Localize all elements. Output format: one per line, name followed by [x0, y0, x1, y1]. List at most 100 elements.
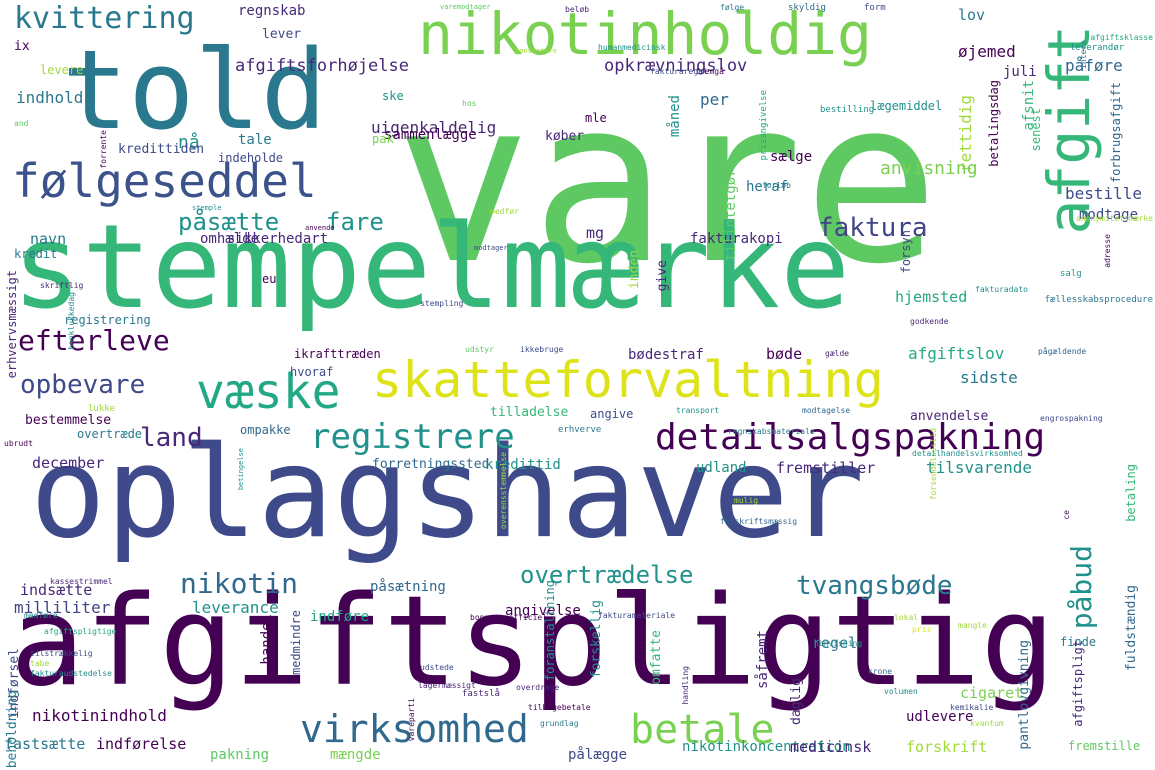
word: leverance [192, 598, 279, 617]
word: omhælde [200, 231, 260, 247]
word: transport [676, 406, 720, 415]
word: inden [627, 250, 642, 290]
word: tilladelse [490, 405, 569, 420]
word: indeholde [218, 151, 284, 165]
word: tilintetgøre [723, 160, 739, 262]
word: cigaret [960, 684, 1024, 702]
word: registrere [310, 417, 515, 457]
word: foranstaltning [543, 580, 557, 682]
word: oplagshaver [30, 419, 865, 566]
word: nikotin [180, 567, 299, 600]
word: grundlag [540, 719, 579, 728]
word: bestilling [820, 105, 875, 115]
word: salg [1060, 269, 1082, 279]
word: betaling [1124, 464, 1138, 522]
word: uigenkaldelig [371, 118, 497, 137]
word: regnskab [238, 3, 306, 19]
word: daglig [789, 678, 804, 725]
word: pålægge [568, 747, 628, 763]
word: ompakke [240, 423, 291, 437]
word: stempling [420, 299, 464, 308]
word: udlevere [906, 709, 974, 725]
word: modtagelse [802, 406, 851, 415]
word: juli [1003, 64, 1037, 80]
word: anonymitetsmærke [1075, 214, 1153, 223]
word: skriftlig [40, 281, 84, 290]
word: erhvervsmæssigt [5, 270, 19, 379]
word: ubrudt [4, 439, 33, 448]
word: leverandør [1070, 43, 1125, 53]
word: told [62, 26, 327, 154]
word: fuldstændig [1124, 585, 1139, 672]
word: per [700, 90, 729, 109]
word: omfatte [649, 630, 664, 685]
word: nikotinkoncentration [682, 739, 851, 755]
word: påbud [1065, 545, 1098, 630]
word: humanmedicinsk [598, 43, 666, 52]
word: overdrage [516, 683, 560, 692]
word: følge [720, 3, 745, 12]
word: levere [40, 63, 84, 77]
word: vareparti [407, 698, 416, 742]
word: tilbagebetale [528, 703, 591, 712]
word: tilstrækkelig [30, 649, 93, 658]
word: kvittering [14, 1, 195, 36]
word: vare [395, 51, 940, 314]
word: pantlovgivning [1017, 640, 1032, 750]
word: henvisning [814, 639, 863, 648]
word: ikkebruge [520, 345, 564, 354]
word: hos [462, 99, 477, 108]
word: faktura [818, 213, 928, 243]
word: handling [681, 666, 690, 705]
word: eu [262, 272, 277, 286]
word: ce [1062, 510, 1071, 520]
word: kemikalie [950, 703, 994, 712]
word: engrospakning [1040, 414, 1103, 423]
word: fakturadato [975, 285, 1028, 294]
word: afgiftslov [908, 344, 1005, 363]
word: bestemmelse [25, 413, 112, 428]
word: beløb [565, 5, 590, 14]
word: pris [912, 625, 932, 634]
word: fakturakopi [690, 231, 783, 247]
word: ikrafttræden [294, 347, 381, 361]
word: efterleve [18, 324, 170, 357]
word: adresse [1103, 234, 1112, 268]
word: beholdning [5, 689, 20, 768]
word: medfør [490, 207, 519, 216]
word: bøde [766, 345, 803, 363]
word: betalingsdag [987, 80, 1001, 167]
word: lever [262, 27, 302, 42]
word: angivelse [505, 603, 581, 619]
word: pakning [210, 747, 270, 763]
word: indhold [16, 88, 84, 107]
word: fastsætte [4, 735, 86, 753]
word: volumen [884, 687, 918, 696]
word: medicinsk [790, 738, 872, 756]
word: betingelse [237, 448, 245, 491]
word: handel [259, 614, 275, 665]
word: afgiftsforhøjelse [235, 56, 409, 76]
word: kassestrimmel [50, 577, 113, 586]
word: nikotinholdig [418, 0, 872, 68]
word: fakturaudstedelse [30, 669, 112, 678]
word: mængde [330, 747, 381, 763]
word: indførelse [96, 735, 187, 753]
word: påsætning [370, 579, 446, 595]
word: bonnesenofficiel [470, 613, 548, 622]
word: banklukkedag [67, 292, 76, 350]
word: forløb [762, 181, 791, 190]
word: land [140, 423, 203, 453]
word: overtrædelse [520, 561, 694, 589]
word: afgiftspligt [1071, 640, 1085, 727]
word: indføre [310, 609, 370, 625]
word: ix [14, 39, 30, 54]
word: kredittiden [118, 142, 205, 157]
word: gælde [825, 349, 850, 358]
word: hvoraf [290, 365, 334, 379]
word: påsætte [178, 208, 280, 236]
word: indsætte [20, 581, 93, 599]
word: ske [382, 89, 404, 103]
word: måned [667, 95, 683, 138]
word: kredittid [485, 457, 561, 473]
